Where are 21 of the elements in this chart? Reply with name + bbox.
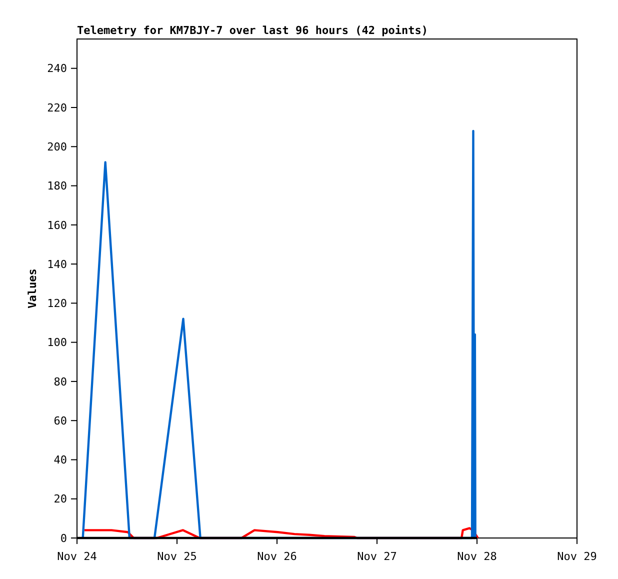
y-tick-label: 0 [60,532,67,545]
y-tick-label: 240 [47,62,67,76]
x-tick-label: Nov 26 [257,550,297,563]
y-axis-title: Values [26,268,39,308]
x-tick-label: Nov 28 [457,550,497,563]
y-tick-label: 80 [54,375,67,388]
x-tick-label: Nov 27 [357,550,397,563]
y-tick-label: 180 [47,180,67,193]
y-tick-label: 20 [54,492,67,506]
y-tick-label: 60 [54,414,67,428]
x-tick-label: Nov 25 [157,550,197,563]
y-tick-label: 220 [47,101,67,114]
y-tick-label: 40 [54,454,67,467]
x-tick-label: Nov 29 [557,550,597,563]
y-tick-label: 120 [47,297,67,310]
y-tick-label: 160 [47,218,67,232]
y-tick-label: 100 [47,336,67,350]
chart-title: Telemetry for KM7BJY-7 over last 96 hours (42 points) [77,24,428,37]
x-tick-label: Nov 24 [57,550,98,563]
y-tick-label: 200 [47,140,67,154]
y-tick-label: 140 [47,258,67,271]
